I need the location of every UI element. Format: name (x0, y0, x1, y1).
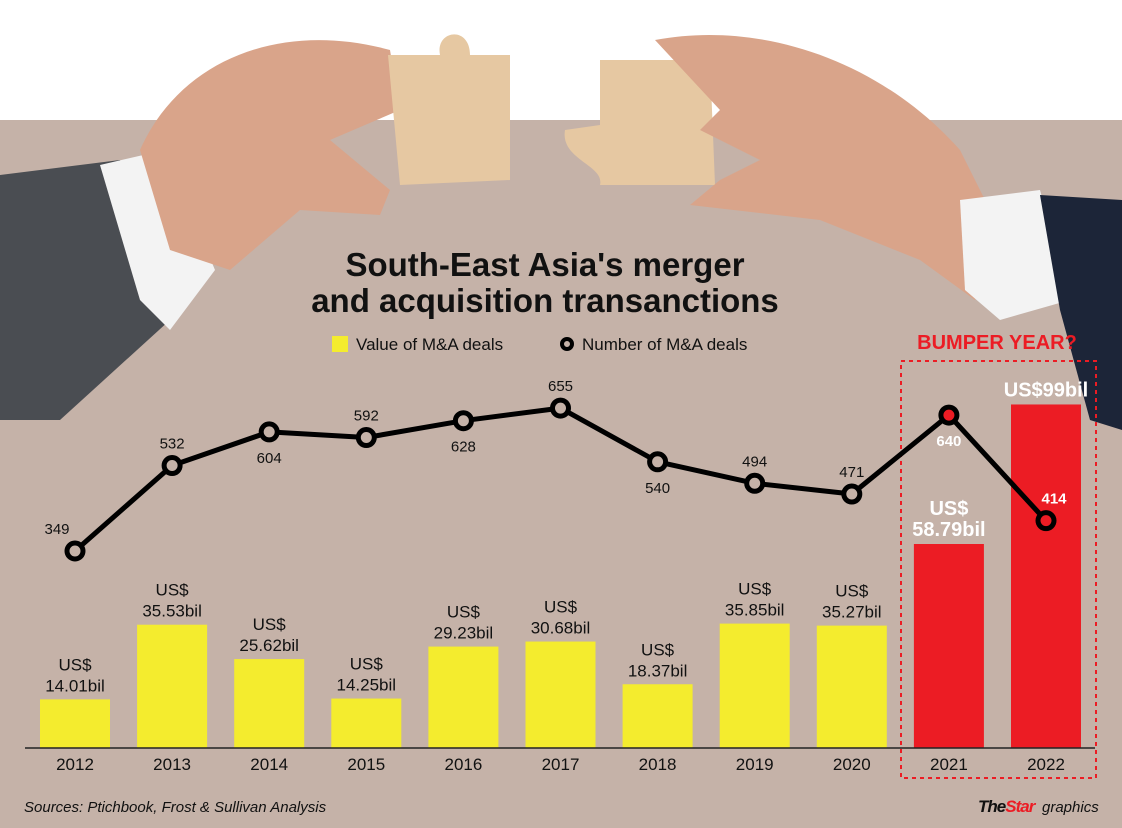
source-note: Sources: Ptichbook, Frost & Sullivan Ana… (24, 799, 327, 816)
deals-point-2014 (258, 421, 280, 443)
chart-title-line1: South-East Asia's merger (345, 246, 744, 283)
deals-point-2016 (452, 410, 474, 432)
x-tick-label: 2014 (250, 755, 288, 774)
chart-title-line2: and acquisition transanctions (311, 282, 779, 319)
bar-value-label: 35.53bil (142, 602, 202, 621)
deals-point-2017 (550, 397, 571, 419)
deals-value-label: 540 (645, 480, 670, 497)
bar-value-label: US$ (253, 615, 287, 634)
bar-value-label: US$ (156, 581, 190, 600)
deals-value-label: 592 (354, 408, 379, 425)
bar-2014 (234, 659, 305, 748)
legend: Value of M&A deals Number of M&A deals (332, 335, 747, 354)
deals-value-label: 414 (1041, 491, 1067, 508)
bar-2019 (719, 623, 790, 748)
x-tick-label: 2021 (930, 755, 968, 774)
deals-value-label: 604 (257, 450, 282, 467)
bar-value-label: 18.37bil (628, 661, 688, 680)
bar-value-label: US$ (544, 598, 578, 617)
bar-value-label: US$ (350, 655, 384, 674)
bar-value-label: US$ (738, 580, 772, 599)
bar-value-label: 14.25bil (337, 676, 397, 695)
x-tick-label: 2022 (1027, 755, 1065, 774)
bar-value-label: 25.62bil (239, 636, 299, 655)
bar-2016 (428, 646, 499, 748)
deals-value-label: 628 (451, 439, 476, 456)
bar-value-label: 14.01bil (45, 676, 105, 695)
x-tick-label: 2017 (542, 755, 580, 774)
deals-point-2018 (647, 451, 669, 473)
credit-suffix: graphics (1042, 799, 1099, 816)
bar-value-label: 30.68bil (531, 619, 591, 638)
x-tick-label: 2019 (736, 755, 774, 774)
deals-value-label: 349 (44, 521, 69, 538)
bar-2012 (40, 699, 110, 748)
deals-point-2012 (64, 540, 86, 562)
legend-swatch-bar (332, 336, 348, 352)
bar-2018 (622, 684, 693, 748)
bar-value-label: US$ (835, 582, 869, 601)
bar-2015 (331, 698, 402, 748)
bar-value-label: 58.79bil (912, 519, 985, 541)
highlight-box (900, 360, 1097, 779)
credit-logo: TheStar graphics (978, 797, 1099, 816)
bar-value-label: US$ (641, 640, 675, 659)
deals-point-2015 (355, 427, 377, 449)
bar-2020 (816, 625, 887, 748)
bar-value-label: US$99bil (1004, 379, 1088, 401)
photo-background (0, 0, 1122, 120)
deals-point-2019 (744, 472, 766, 494)
legend-label-value: Value of M&A deals (356, 335, 503, 354)
x-tick-label: 2020 (833, 755, 871, 774)
bar-2022 (1011, 404, 1081, 748)
bar-value-label: 35.27bil (822, 603, 882, 622)
deals-point-2022 (1035, 510, 1057, 532)
x-tick-label: 2012 (56, 755, 94, 774)
x-tick-label: 2015 (347, 755, 385, 774)
bar-2021 (913, 543, 984, 748)
bar-value-label: US$ (58, 655, 92, 674)
x-tick-label: 2016 (444, 755, 482, 774)
hands-puzzle-illustration (0, 34, 1122, 430)
svg-text:TheStar: TheStar (978, 797, 1037, 816)
bar-value-label: US$ (447, 603, 481, 622)
bar-2013 (137, 624, 208, 748)
bar-value-label: US$ (929, 498, 968, 520)
highlight-label: BUMPER YEAR? (917, 332, 1077, 354)
legend-marker-line (560, 337, 574, 351)
deals-point-2013 (161, 455, 183, 477)
deals-value-label: 532 (160, 436, 185, 453)
bar-value-label: 35.85bil (725, 601, 785, 620)
x-tick-label: 2013 (153, 755, 191, 774)
bar-2017 (525, 641, 596, 748)
deals-value-label: 494 (742, 453, 767, 470)
deals-value-label: 471 (839, 464, 864, 481)
deals-point-2021 (938, 404, 960, 426)
bar-value-label: 29.23bil (434, 624, 494, 643)
deals-value-label: 640 (936, 433, 961, 450)
x-tick-label: 2018 (639, 755, 677, 774)
deals-value-label: 655 (548, 378, 573, 395)
deals-point-2020 (841, 483, 863, 505)
legend-label-number: Number of M&A deals (582, 335, 747, 354)
